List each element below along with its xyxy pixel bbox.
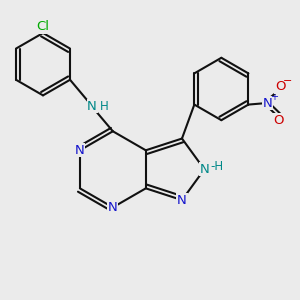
- Text: Cl: Cl: [37, 20, 50, 33]
- Text: −: −: [283, 76, 292, 86]
- Text: N: N: [200, 163, 209, 176]
- Text: O: O: [275, 80, 285, 93]
- Text: N: N: [75, 144, 85, 157]
- Text: N: N: [263, 97, 273, 110]
- Text: H: H: [100, 100, 108, 112]
- Text: N: N: [108, 201, 118, 214]
- Text: N: N: [87, 100, 97, 112]
- Text: N: N: [177, 194, 187, 207]
- Text: -H: -H: [210, 160, 224, 173]
- Text: +: +: [270, 92, 278, 102]
- Text: O: O: [273, 114, 283, 127]
